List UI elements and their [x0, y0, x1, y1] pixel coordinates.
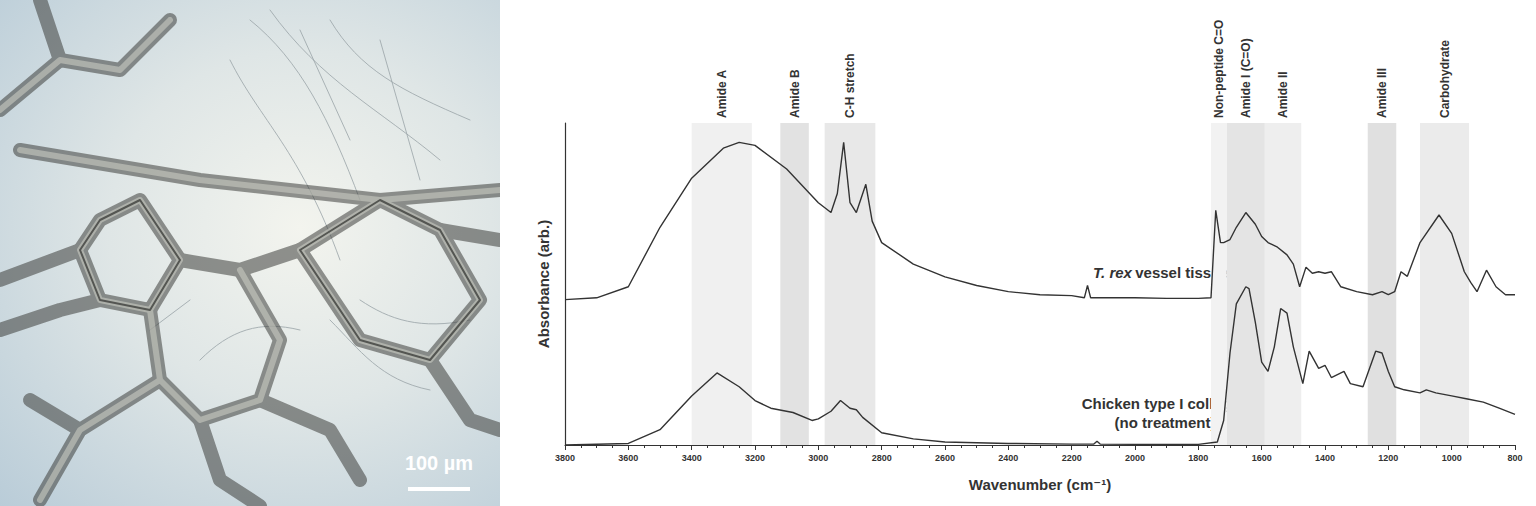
svg-text:Non-peptide C=O: Non-peptide C=O	[1212, 20, 1226, 118]
svg-text:1200: 1200	[1378, 453, 1398, 463]
svg-text:Chicken type I collagen: Chicken type I collagen	[1081, 395, 1249, 412]
svg-text:Amide II: Amide II	[1276, 71, 1290, 118]
svg-text:vessel tissues: vessel tissues	[1135, 263, 1237, 281]
svg-text:1600: 1600	[1252, 453, 1272, 463]
svg-text:3200: 3200	[745, 453, 765, 463]
svg-text:2000: 2000	[1125, 453, 1145, 463]
svg-text:1400: 1400	[1315, 453, 1335, 463]
svg-text:2400: 2400	[998, 453, 1018, 463]
svg-text:T. rex: T. rex	[1093, 264, 1133, 281]
svg-text:800: 800	[1507, 453, 1522, 463]
svg-text:3000: 3000	[808, 453, 828, 463]
svg-text:3800: 3800	[555, 453, 575, 463]
svg-text:Absorbance (arb.): Absorbance (arb.)	[535, 220, 552, 348]
svg-text:3400: 3400	[682, 453, 702, 463]
html-text:100 µm: 100 µm	[404, 452, 474, 474]
svg-text:2800: 2800	[872, 453, 892, 463]
svg-text:Amide I (C=O): Amide I (C=O)	[1239, 38, 1253, 118]
svg-text:Amide B: Amide B	[788, 69, 802, 118]
svg-text:C-H stretch: C-H stretch	[843, 53, 857, 118]
svg-text:Amide III: Amide III	[1375, 68, 1389, 118]
svg-text:2200: 2200	[1062, 453, 1082, 463]
svg-text:Wavenumber (cm⁻¹): Wavenumber (cm⁻¹)	[969, 476, 1111, 493]
svg-text:Carbohydrate: Carbohydrate	[1438, 40, 1452, 118]
svg-text:1000: 1000	[1442, 453, 1462, 463]
svg-text:1800: 1800	[1188, 453, 1208, 463]
svg-text:Amide A: Amide A	[715, 69, 729, 118]
svg-text:2600: 2600	[935, 453, 955, 463]
svg-text:3600: 3600	[618, 453, 638, 463]
svg-text:(no treatment): (no treatment)	[1115, 414, 1216, 431]
